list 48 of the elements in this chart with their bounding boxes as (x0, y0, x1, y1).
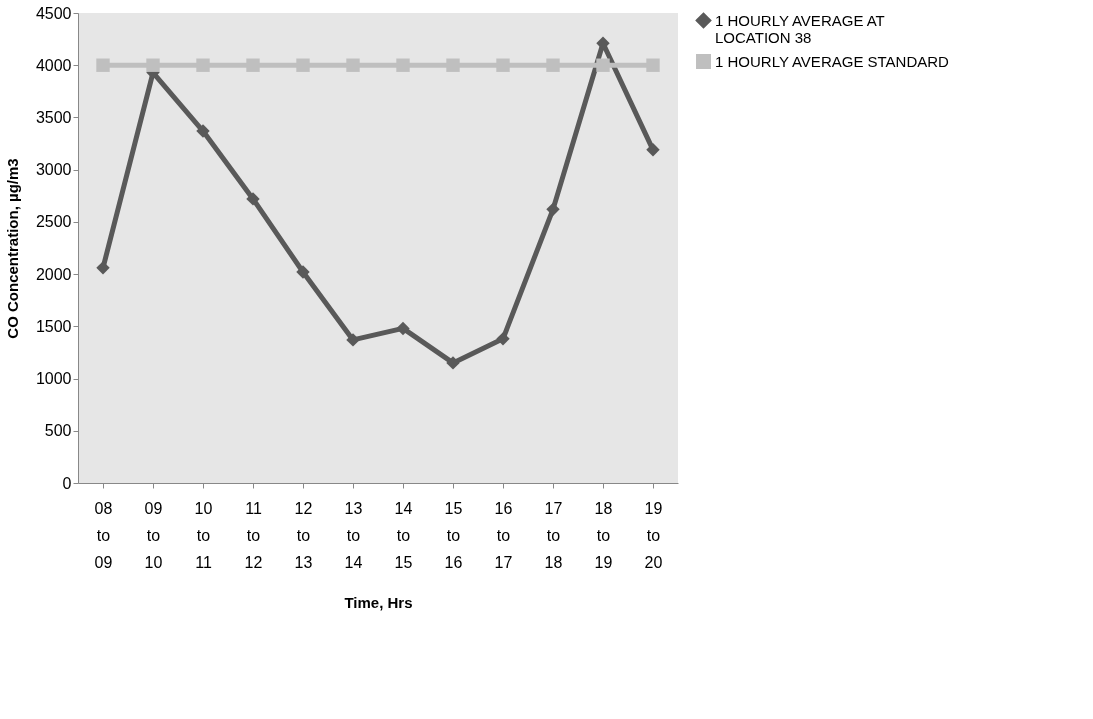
point (446, 58, 460, 72)
point (246, 58, 260, 72)
y-tick-label: 2000 (35, 265, 72, 283)
y-tick-label: 1500 (35, 317, 72, 335)
y-tick-label: 4500 (35, 4, 72, 22)
y-tick-label: 1000 (35, 370, 72, 388)
point (246, 192, 260, 206)
x-tick-label: 18 to 19 (594, 499, 613, 571)
y-tick-label: 2500 (35, 213, 72, 231)
y-tick-label: 0 (62, 474, 72, 492)
point (196, 124, 210, 138)
legend-label: 1 HOURLY AVERAGE STANDARD (715, 52, 950, 70)
legend-label: 1 HOURLY AVERAGE AT LOCATION 38 (715, 11, 885, 46)
point (96, 58, 110, 72)
point (396, 58, 410, 72)
x-tick-label: 13 to 14 (344, 499, 363, 571)
x-tick-label: 10 to 11 (194, 499, 213, 571)
point (96, 261, 110, 275)
point (646, 58, 660, 72)
x-tick-label: 16 to 17 (494, 499, 513, 571)
y-tick-label: 500 (44, 422, 72, 440)
y-tick-label: 4000 (35, 56, 72, 74)
point (146, 58, 160, 72)
x-tick-label: 19 to 20 (644, 499, 663, 571)
point (196, 58, 210, 72)
point (296, 265, 310, 279)
x-axis-title: Time, Hrs (344, 593, 413, 611)
x-tick-label: 15 to 16 (444, 499, 463, 571)
point (396, 321, 410, 336)
point (546, 202, 560, 217)
x-tick-label: 12 to 13 (294, 499, 313, 571)
point (646, 143, 660, 157)
x-tick-label: 11 to 12 (244, 499, 263, 571)
point (346, 58, 360, 72)
point (596, 58, 610, 72)
x-tick-label: 14 to 15 (394, 499, 413, 571)
point (346, 333, 360, 347)
x-tick-label: 08 to 09 (94, 499, 113, 571)
y-tick-label: 3000 (35, 161, 72, 179)
point (296, 58, 310, 72)
y-axis-title: CO Concentration, µg/m3 (3, 158, 21, 339)
point (546, 58, 560, 72)
x-tick-label: 09 to 10 (144, 499, 163, 571)
y-tick-label: 3500 (35, 108, 72, 126)
point (496, 332, 510, 346)
point (446, 356, 460, 370)
x-tick-label: 17 to 18 (544, 499, 563, 571)
point (496, 58, 510, 72)
